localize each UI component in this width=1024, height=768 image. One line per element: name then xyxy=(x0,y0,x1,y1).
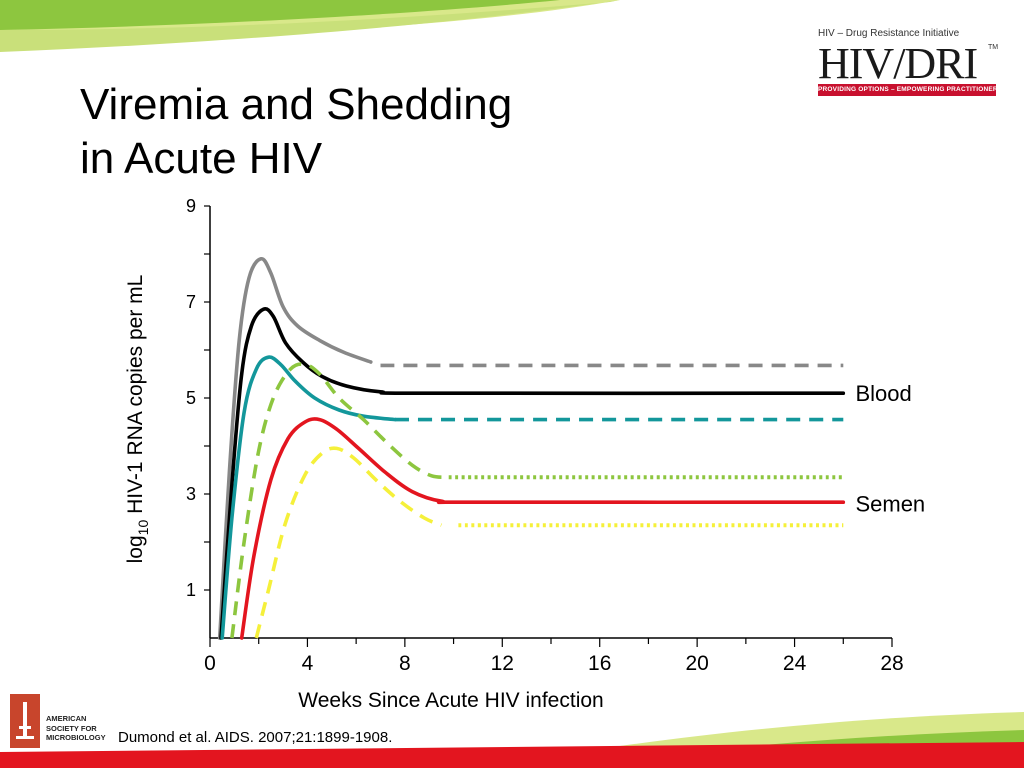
slide-title-line-2: in Acute HIV xyxy=(80,134,323,183)
series-line-dashed-3 xyxy=(230,362,449,639)
citation: Dumond et al. AIDS. 2007;21:1899-1908. xyxy=(118,729,393,746)
y-axis-label-log: log xyxy=(124,535,147,563)
annotation-blood: Blood xyxy=(855,381,911,406)
x-tick-label: 28 xyxy=(880,652,903,675)
header-swoosh-green xyxy=(0,0,560,30)
asm-logo: AMERICAN SOCIETY FOR MICROBIOLOGY xyxy=(8,694,112,752)
x-tick-label: 8 xyxy=(399,652,411,675)
y-tick-label: 7 xyxy=(186,292,196,312)
logo-brand-text: HIV/DRI xyxy=(818,39,978,88)
y-tick-label: 3 xyxy=(186,484,196,504)
x-tick-label: 4 xyxy=(302,652,314,675)
x-tick-label: 0 xyxy=(204,652,216,675)
series-line-solid-0 xyxy=(217,256,373,640)
y-axis-label-text: HIV-1 RNA copies per mL xyxy=(124,275,147,520)
series-line-solid-2 xyxy=(220,355,397,640)
asm-line-2: SOCIETY FOR xyxy=(46,723,97,733)
x-tick-label: 24 xyxy=(783,652,807,675)
y-tick-label: 1 xyxy=(186,580,196,600)
series-line-solid-5 xyxy=(239,417,846,640)
logo-tm: TM xyxy=(988,44,999,51)
logo-initiative-text: HIV – Drug Resistance Initiative xyxy=(818,28,960,39)
annotation-semen: Semen xyxy=(855,492,925,517)
x-tick-label: 20 xyxy=(685,652,708,675)
asm-microscope-icon xyxy=(10,694,40,748)
y-axis-label-sub: 10 xyxy=(135,520,151,536)
y-axis-label: log10 HIV-1 RNA copies per mL xyxy=(124,275,151,564)
series-line-dashed-6 xyxy=(254,446,443,639)
hiv-dri-logo: HIV – Drug Resistance Initiative HIV/DRI… xyxy=(812,26,1002,102)
slide-title-line-1: Viremia and Shedding xyxy=(80,80,513,129)
asm-logo-text: AMERICAN SOCIETY FOR MICROBIOLOGY xyxy=(46,714,106,743)
y-tick-label: 5 xyxy=(186,388,196,408)
x-tick-label: 16 xyxy=(588,652,611,675)
y-tick-label: 9 xyxy=(186,196,196,216)
x-axis-label: Weeks Since Acute HIV infection xyxy=(298,689,603,712)
series-line-solid-1 xyxy=(219,307,846,640)
slide-title: Viremia and Shedding in Acute HIV xyxy=(80,78,512,186)
footer-swoosh-red xyxy=(0,742,1024,768)
header-swoosh-lime xyxy=(0,0,620,52)
asm-line-3: MICROBIOLOGY xyxy=(46,733,106,742)
logo-tagline: PROVIDING OPTIONS – EMPOWERING PRACTITIO… xyxy=(818,84,1002,96)
asm-line-1: AMERICAN xyxy=(46,714,87,723)
x-tick-label: 12 xyxy=(491,652,514,675)
